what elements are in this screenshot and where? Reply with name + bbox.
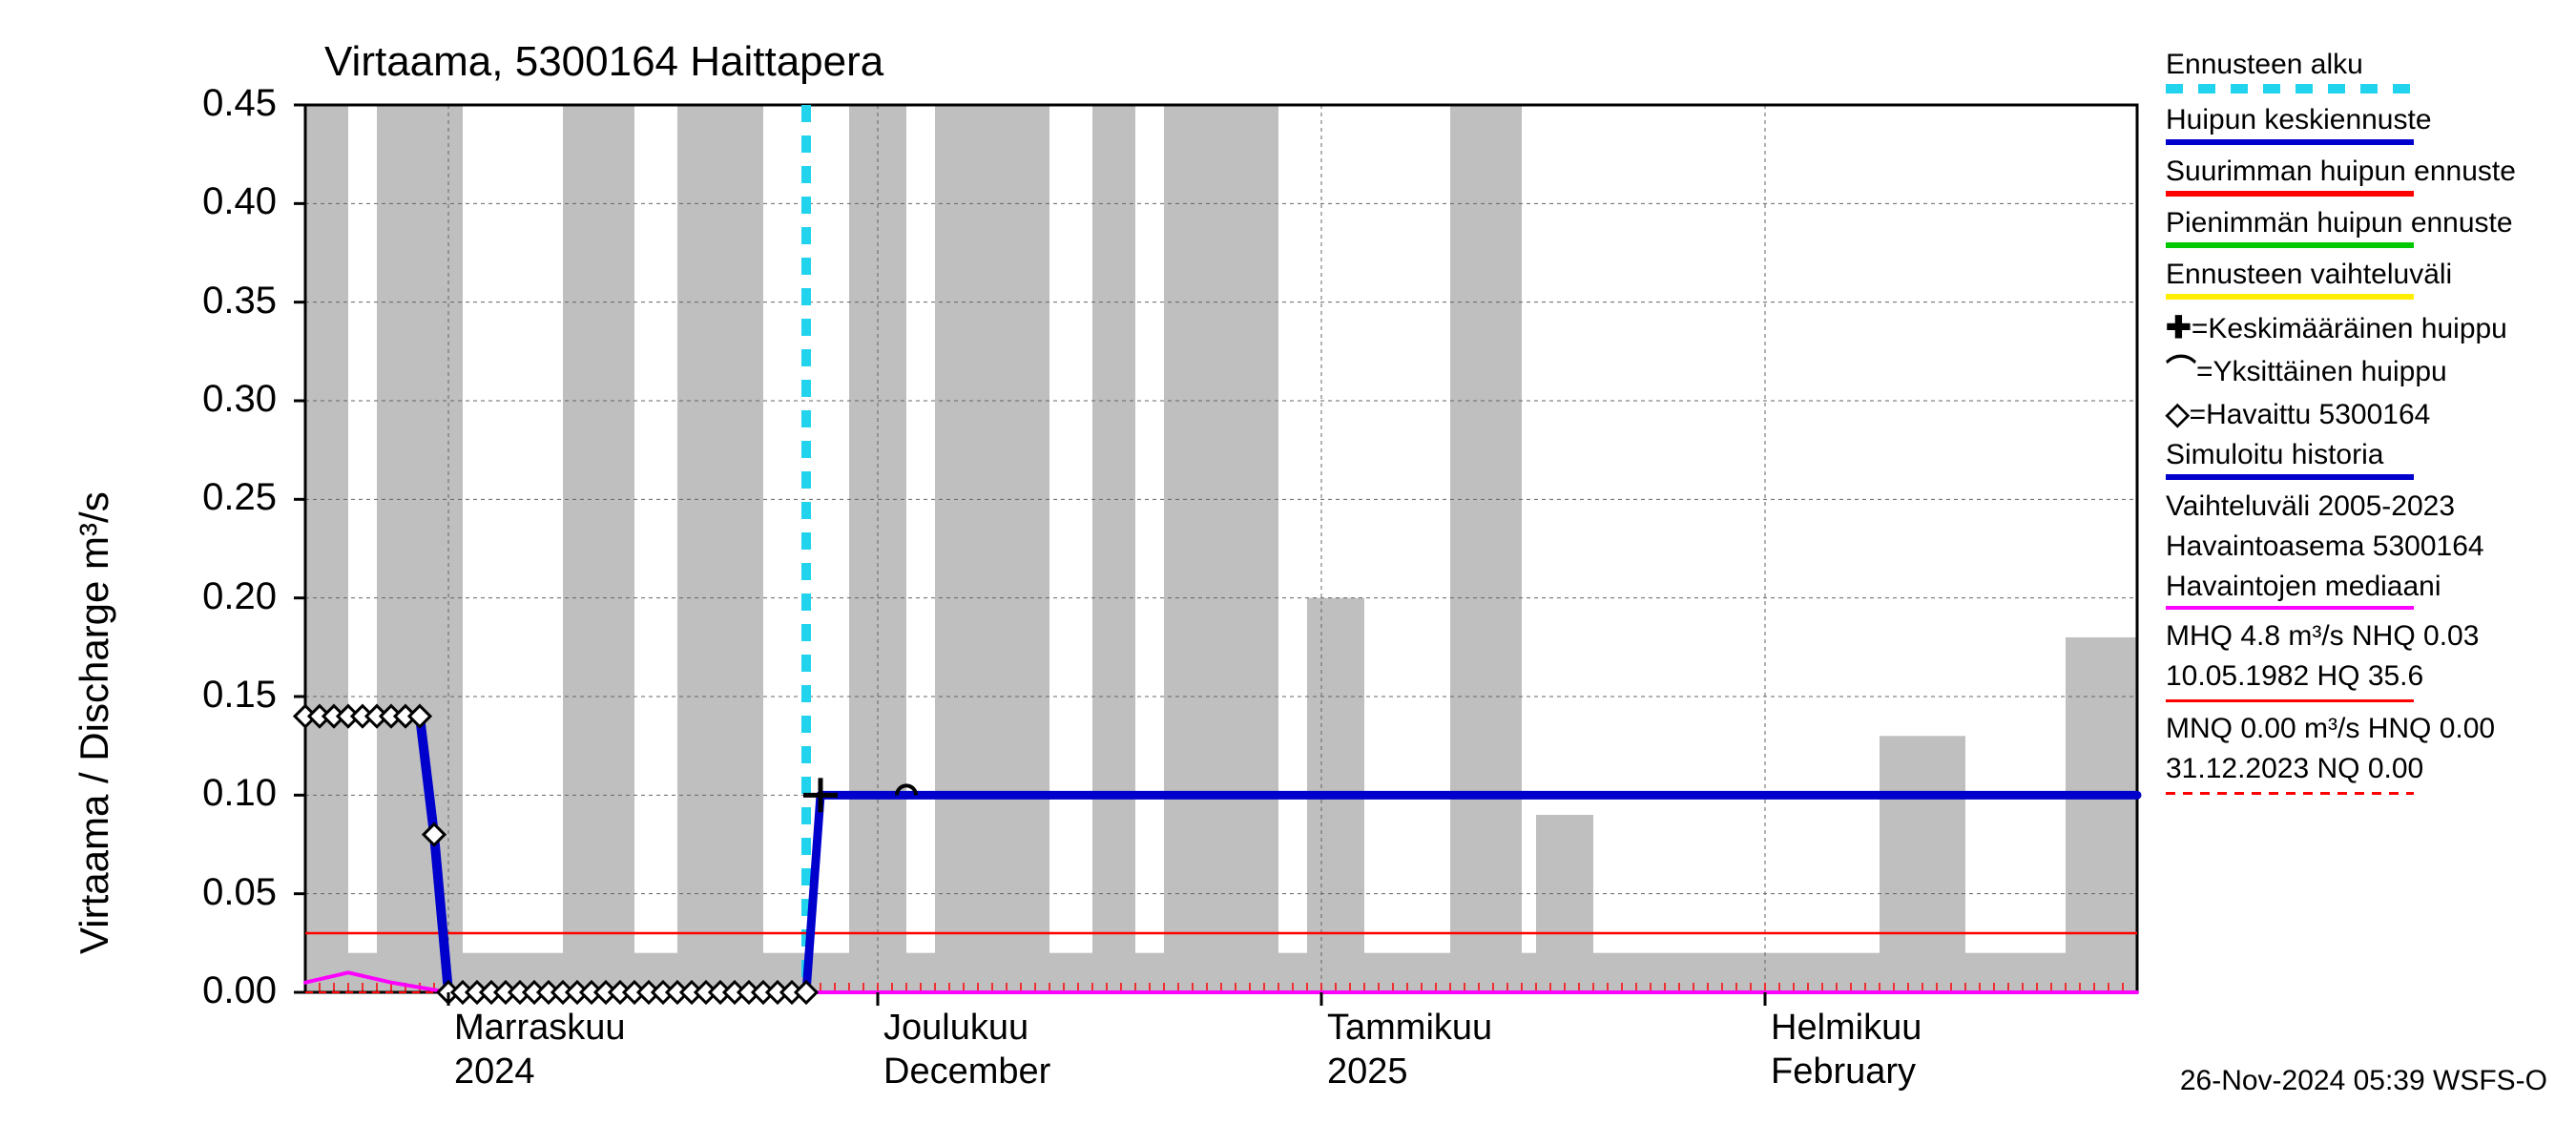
legend-swatch <box>2166 139 2414 145</box>
legend-entry: Pienimmän huipun ennuste <box>2166 206 2547 248</box>
legend-label: =Keskimääräinen huippu <box>2192 313 2507 344</box>
timestamp-label: 26-Nov-2024 05:39 WSFS-O <box>2180 1065 2547 1097</box>
range-band <box>935 105 1049 992</box>
legend-symbol: ⌒ <box>2166 353 2196 387</box>
legend-label: Havaintojen mediaani <box>2166 570 2547 604</box>
legend-entry: Vaihteluväli 2005-2023 <box>2166 489 2547 524</box>
legend-label: MHQ 4.8 m³/s NHQ 0.03 <box>2166 619 2547 654</box>
legend-swatch <box>2166 84 2414 94</box>
legend-entry: Suurimman huipun ennuste <box>2166 155 2547 197</box>
legend-entry: Huipun keskiennuste <box>2166 103 2547 145</box>
legend-entry: 31.12.2023 NQ 0.00 <box>2166 752 2547 786</box>
legend-label: Simuloitu historia <box>2166 438 2547 472</box>
range-band <box>677 105 763 992</box>
legend-entry: Ennusteen vaihteluväli <box>2166 258 2547 300</box>
legend-label: Huipun keskiennuste <box>2166 103 2547 137</box>
range-band <box>563 105 634 992</box>
range-band <box>1880 736 1965 992</box>
legend-entry: Simuloitu historia <box>2166 438 2547 480</box>
range-band <box>1536 815 1593 992</box>
legend-symbol: ✚ <box>2166 310 2192 344</box>
legend-entry: Ennusteen alku <box>2166 48 2547 94</box>
legend-entry: ✚=Keskimääräinen huippu <box>2166 309 2547 346</box>
legend-label: Vaihteluväli 2005-2023 <box>2166 489 2547 524</box>
legend-label: Suurimman huipun ennuste <box>2166 155 2547 189</box>
range-band <box>377 105 463 992</box>
legend-entry <box>2166 699 2547 702</box>
legend-swatch <box>2166 294 2414 300</box>
legend-swatch <box>2166 191 2414 197</box>
legend-label: Pienimmän huipun ennuste <box>2166 206 2547 240</box>
legend-entry: ⌒=Yksittäinen huippu <box>2166 352 2547 389</box>
legend-label: =Yksittäinen huippu <box>2196 356 2447 387</box>
range-band <box>1164 105 1278 992</box>
legend-entry: ◇=Havaittu 5300164 <box>2166 395 2547 432</box>
legend-label: 10.05.1982 HQ 35.6 <box>2166 659 2547 694</box>
legend-entry: MHQ 4.8 m³/s NHQ 0.03 <box>2166 619 2547 654</box>
legend-symbol: ◇ <box>2166 396 2190 430</box>
legend-label: Havaintoasema 5300164 <box>2166 530 2547 564</box>
legend-label: 31.12.2023 NQ 0.00 <box>2166 752 2547 786</box>
legend-entry <box>2166 792 2547 795</box>
legend-label: Ennusteen alku <box>2166 48 2547 82</box>
chart-container: Virtaama, 5300164 Haittapera Virtaama / … <box>0 0 2576 1145</box>
range-band <box>1450 105 1522 992</box>
legend-swatch <box>2166 699 2414 702</box>
legend-label: MNQ 0.00 m³/s HNQ 0.00 <box>2166 712 2547 746</box>
legend-entry: 10.05.1982 HQ 35.6 <box>2166 659 2547 694</box>
legend-entry: MNQ 0.00 m³/s HNQ 0.00 <box>2166 712 2547 746</box>
legend-swatch <box>2166 792 2414 795</box>
legend-label: Ennusteen vaihteluväli <box>2166 258 2547 292</box>
legend-entry: Havaintojen mediaani <box>2166 570 2547 610</box>
range-band <box>305 105 348 992</box>
range-band <box>2066 637 2137 992</box>
legend-entry: Havaintoasema 5300164 <box>2166 530 2547 564</box>
legend-swatch <box>2166 606 2414 610</box>
range-band <box>1092 105 1135 992</box>
legend: Ennusteen alku Huipun keskiennuste Suurimm… <box>2166 48 2547 804</box>
legend-swatch <box>2166 242 2414 248</box>
legend-label: =Havaittu 5300164 <box>2190 399 2431 430</box>
legend-swatch <box>2166 474 2414 480</box>
